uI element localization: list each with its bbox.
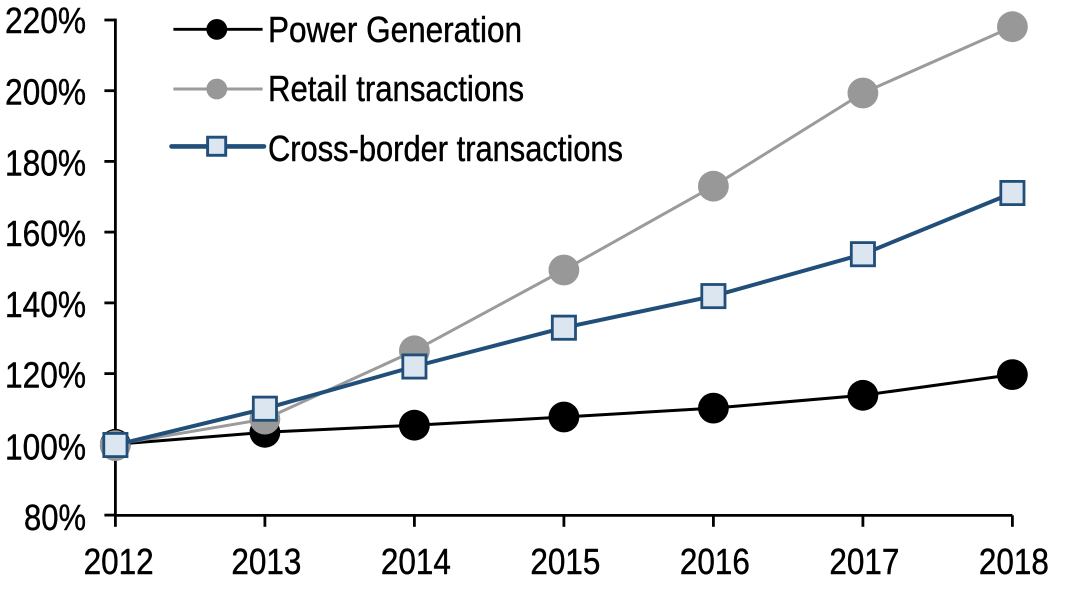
svg-text:160%: 160% bbox=[5, 213, 86, 254]
svg-text:Cross-border transactions: Cross-border transactions bbox=[268, 128, 623, 169]
svg-text:2017: 2017 bbox=[829, 541, 899, 582]
svg-text:Retail transactions: Retail transactions bbox=[268, 68, 524, 109]
svg-text:Power Generation: Power Generation bbox=[268, 9, 522, 50]
svg-text:2018: 2018 bbox=[979, 541, 1049, 582]
svg-text:2015: 2015 bbox=[530, 541, 600, 582]
svg-text:120%: 120% bbox=[5, 355, 86, 396]
svg-text:180%: 180% bbox=[5, 142, 86, 183]
svg-text:220%: 220% bbox=[5, 0, 86, 41]
svg-text:2014: 2014 bbox=[381, 541, 451, 582]
svg-text:100%: 100% bbox=[5, 427, 86, 468]
svg-text:2013: 2013 bbox=[231, 541, 301, 582]
svg-text:140%: 140% bbox=[5, 284, 86, 325]
svg-text:200%: 200% bbox=[5, 72, 86, 113]
svg-text:2012: 2012 bbox=[84, 541, 154, 582]
svg-text:80%: 80% bbox=[24, 497, 86, 538]
svg-text:2016: 2016 bbox=[680, 541, 750, 582]
